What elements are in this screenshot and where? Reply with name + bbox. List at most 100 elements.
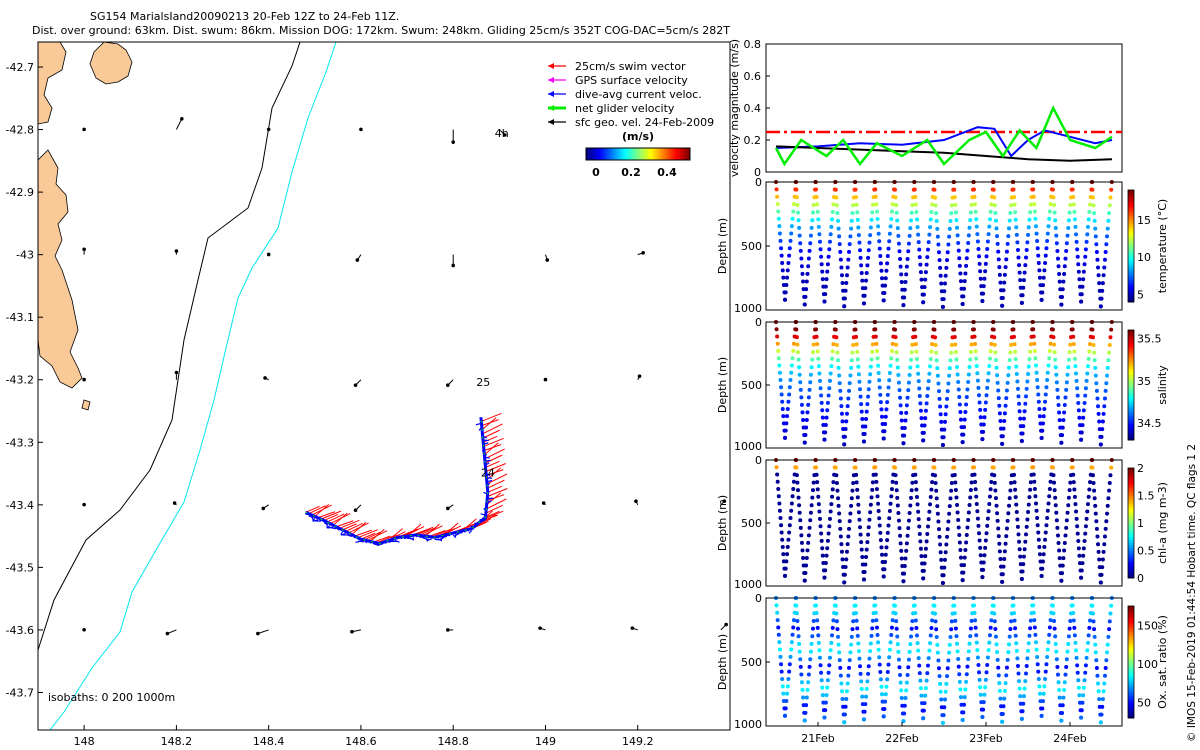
profile-sample — [795, 202, 800, 207]
profile-sample — [1020, 569, 1025, 574]
velocity-ylabel: velocity magnitude (m/s) — [728, 39, 741, 177]
profile-sample — [855, 210, 860, 215]
profile-sample — [1012, 472, 1017, 477]
swim-vector — [481, 417, 497, 431]
profile-sample — [1000, 441, 1005, 446]
profile-sample — [953, 342, 958, 347]
profile-sample — [837, 519, 842, 524]
profile-sample — [909, 626, 914, 631]
profile-sample — [804, 279, 809, 284]
profile-sample — [917, 247, 922, 252]
colorbar-cell — [598, 148, 601, 160]
profile-sample — [1096, 549, 1101, 554]
profile-sample — [1088, 202, 1093, 207]
profile-sample — [825, 408, 830, 413]
colorbar-cell — [1128, 625, 1134, 629]
profile-sample — [1047, 209, 1052, 214]
profile-sample — [893, 335, 898, 340]
profile-sample — [859, 409, 864, 414]
profile-sample — [983, 407, 988, 412]
profile-sample — [985, 385, 990, 390]
colorbar-tick: 0.4 — [657, 166, 677, 179]
profile-sample — [1035, 238, 1040, 243]
profile-sample — [933, 203, 938, 208]
profile-sample — [983, 685, 988, 690]
profile-sample — [1035, 662, 1040, 667]
profile-sample — [952, 611, 957, 616]
profile-sample — [819, 538, 824, 543]
profile-sample — [981, 422, 986, 427]
profile-sample — [868, 372, 873, 377]
profile-sample — [1037, 268, 1042, 273]
profile-sample — [1017, 270, 1022, 275]
profile-sample — [830, 356, 835, 361]
profile-sample — [823, 700, 828, 705]
colorbar-cell — [648, 148, 651, 160]
profile-sample — [1066, 357, 1071, 362]
profile-sample — [947, 650, 952, 655]
profile-sample — [1061, 695, 1066, 700]
profile-sample — [1056, 264, 1061, 269]
profile-sample — [1006, 650, 1011, 655]
sfc-vector-head — [263, 376, 267, 380]
profile-sample — [1052, 350, 1057, 355]
profile-sample — [916, 509, 921, 514]
profile-sample — [943, 412, 948, 417]
profile-sample — [887, 370, 892, 375]
colorbar-cell — [1128, 634, 1134, 638]
legend-label: 25cm/s swim vector — [575, 60, 686, 73]
profile-sample — [966, 380, 971, 385]
profile-sample — [843, 288, 848, 293]
profile-sample — [1019, 576, 1024, 581]
colorbar-tick: 0 — [592, 166, 600, 179]
colorbar-cell — [1128, 299, 1134, 303]
profile-sample — [778, 377, 783, 382]
profile-sample — [873, 472, 878, 477]
profile-sample — [869, 217, 874, 222]
profile-sample — [1073, 224, 1078, 229]
profile-sample — [907, 649, 912, 654]
profile-sample — [908, 226, 913, 231]
profile-sample — [1023, 539, 1028, 544]
profile-sample — [984, 254, 989, 259]
profile-sample — [925, 386, 930, 391]
profile-sample — [968, 210, 973, 215]
profile-sample — [896, 511, 901, 516]
profile-sample — [894, 342, 899, 347]
profile-sample — [870, 487, 875, 492]
profile-sample — [1085, 509, 1090, 514]
profile-sample — [896, 241, 901, 246]
profile-sample — [799, 256, 804, 261]
profile-sample — [1036, 399, 1041, 404]
profile-sample — [1025, 656, 1030, 661]
profile-sample — [838, 673, 843, 678]
profile-sample — [956, 525, 961, 530]
profile-sample — [1014, 510, 1019, 515]
profile-sample — [1034, 231, 1039, 236]
profile-sample — [1039, 436, 1044, 441]
profile-sample — [925, 393, 930, 398]
profile-sample — [912, 327, 917, 332]
profile-sample — [844, 549, 849, 554]
profile-sample — [874, 625, 879, 630]
profile-sample — [1050, 603, 1055, 608]
profile-sample — [1084, 378, 1089, 383]
colorbar-cell — [590, 148, 593, 160]
profile-sample — [1007, 226, 1012, 231]
profile-sample — [944, 265, 949, 270]
profile-sample — [830, 487, 835, 492]
profile-sample — [816, 364, 821, 369]
profile-sample — [789, 224, 794, 229]
profile-sample — [956, 518, 961, 523]
y-tick-label: 500 — [741, 517, 762, 530]
sfc-vector-head — [174, 249, 179, 253]
profile-sample — [1024, 671, 1029, 676]
profile-sample — [854, 480, 859, 485]
profile-sample — [1080, 700, 1085, 705]
profile-sample — [947, 511, 952, 516]
colorbar-cell — [1128, 265, 1134, 269]
profile-sample — [814, 603, 819, 608]
profile-sample — [1031, 327, 1036, 332]
dac-vector — [358, 540, 365, 543]
